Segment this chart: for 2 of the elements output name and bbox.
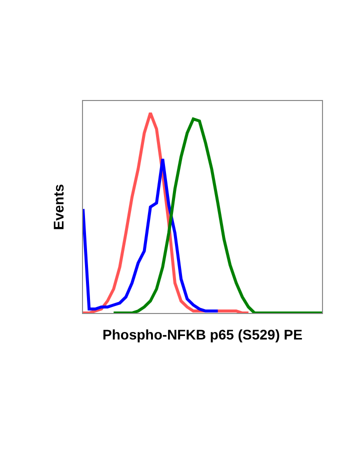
- y-axis-title: Events: [50, 184, 67, 230]
- x-axis-title: Phospho-NFKB p65 (S529) PE: [102, 326, 302, 343]
